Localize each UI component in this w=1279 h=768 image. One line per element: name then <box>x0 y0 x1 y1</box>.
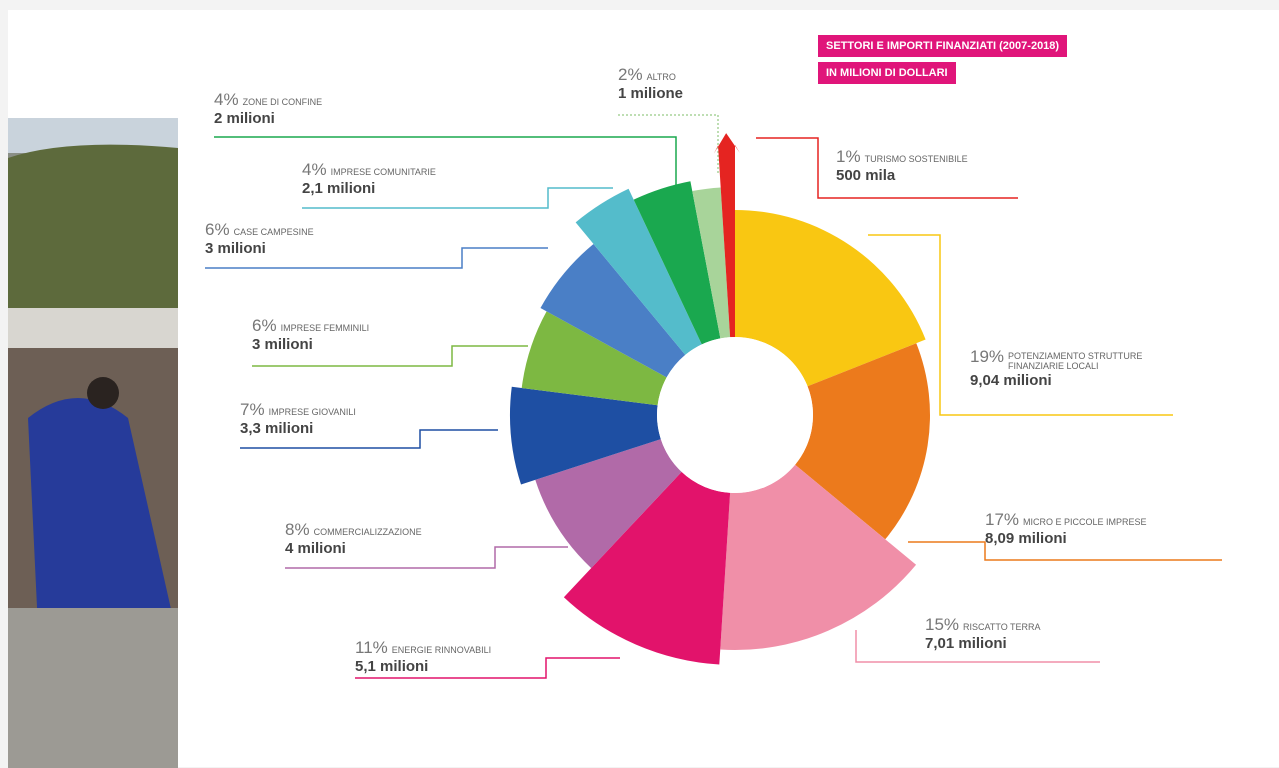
category-label: COMMERCIALIZZAZIONE <box>313 527 422 537</box>
category-label: ENERGIE RINNOVABILI <box>391 645 492 655</box>
category-label: IMPRESE COMUNITARIE <box>330 167 436 177</box>
amount-label: 9,04 milioni <box>970 371 1052 389</box>
title-line: SETTORI E IMPORTI FINANZIATI (2007-2018) <box>818 35 1068 57</box>
sector-label: 4% IMPRESE COMUNITARIE 2,1 milioni <box>302 160 436 198</box>
sector <box>713 133 740 338</box>
title-line: IN MILIONI DI DOLLARI <box>818 62 956 84</box>
sector-label: 19% POTENZIAMENTO STRUTTURE FINANZIARIE L… <box>970 347 1188 389</box>
category-label: ALTRO <box>646 72 676 82</box>
sector <box>540 243 686 378</box>
sector <box>692 187 731 339</box>
leader-line <box>855 630 1100 663</box>
category-label: IMPRESE FEMMINILI <box>280 323 370 333</box>
leader-line <box>618 114 719 175</box>
sector <box>575 188 702 355</box>
amount-label: 500 mila <box>836 167 896 185</box>
leader-line <box>252 345 528 367</box>
photo <box>8 118 178 768</box>
percent-label: 2% <box>618 65 643 84</box>
amount-label: 3 milioni <box>252 336 313 354</box>
leader-line <box>756 137 1018 199</box>
percent-label: 4% <box>302 160 327 179</box>
sector-label: 11% ENERGIE RINNOVABILI 5,1 milioni <box>355 638 491 676</box>
chart <box>205 114 1222 679</box>
card: SETTORI E IMPORTI FINANZIATI (2007-2018)… <box>8 10 1279 768</box>
sector-label: 8% COMMERCIALIZZAZIONE 4 milioni <box>285 520 422 558</box>
sector-label: 6% IMPRESE FEMMINILI 3 milioni <box>252 316 369 354</box>
amount-label: 4 milioni <box>285 540 346 558</box>
sector-label: 2% ALTRO 1 milione <box>618 65 683 103</box>
category-label: CASE CAMPESINE <box>233 227 314 237</box>
sector <box>521 311 667 406</box>
amount-label: 3,3 milioni <box>240 420 314 438</box>
sector <box>633 181 721 345</box>
category-label: POTENZIAMENTO STRUTTURE FINANZIARIE LOCA… <box>1008 351 1143 372</box>
percent-label: 6% <box>205 220 230 239</box>
amount-label: 3 milioni <box>205 240 266 258</box>
percent-label: 19% <box>970 347 1005 366</box>
sector-label: 15% RISCATTO TERRA 7,01 milioni <box>925 615 1041 653</box>
percent-label: 15% <box>925 615 960 634</box>
leader-line <box>240 429 498 449</box>
sector <box>535 439 682 569</box>
amount-label: 2,1 milioni <box>302 180 376 198</box>
sector-label: 17% MICRO E PICCOLE IMPRESE 8,09 milioni <box>985 510 1147 548</box>
amount-label: 1 milione <box>618 85 684 103</box>
sector <box>795 343 930 540</box>
percent-label: 7% <box>240 400 265 419</box>
leader-line <box>285 546 568 569</box>
percent-label: 17% <box>985 510 1020 529</box>
donut-hole <box>657 337 813 493</box>
leader-line <box>355 657 620 679</box>
category-label: ZONE DI CONFINE <box>242 97 323 107</box>
leader-line <box>908 541 1222 561</box>
sector <box>563 471 731 665</box>
sector-label: 6% CASE CAMPESINE 3 milioni <box>205 220 314 258</box>
amount-label: 8,09 milioni <box>985 530 1067 548</box>
percent-label: 1% <box>836 147 861 166</box>
percent-label: 11% <box>355 638 388 657</box>
leader-line <box>868 234 1173 416</box>
sector-label: 7% IMPRESE GIOVANILI 3,3 milioni <box>240 400 356 438</box>
percent-label: 6% <box>252 316 277 335</box>
sector <box>720 464 917 650</box>
category-label: TURISMO SOSTENIBILE <box>864 154 968 164</box>
leader-line <box>205 247 548 269</box>
leader-line <box>302 187 613 209</box>
leader-line <box>214 136 677 185</box>
category-label: RISCATTO TERRA <box>963 622 1041 632</box>
sector-label: 4% ZONE DI CONFINE 2 milioni <box>214 90 322 128</box>
sector-label: 1% TURISMO SOSTENIBILE 500 mila <box>836 147 968 185</box>
sector <box>735 210 926 387</box>
category-label: MICRO E PICCOLE IMPRESE <box>1023 517 1147 527</box>
percent-label: 4% <box>214 90 239 109</box>
amount-label: 5,1 milioni <box>355 658 429 676</box>
sector <box>510 386 661 485</box>
amount-label: 2 milioni <box>214 110 275 128</box>
amount-label: 7,01 milioni <box>925 635 1007 653</box>
percent-label: 8% <box>285 520 310 539</box>
category-label: IMPRESE GIOVANILI <box>268 407 356 417</box>
